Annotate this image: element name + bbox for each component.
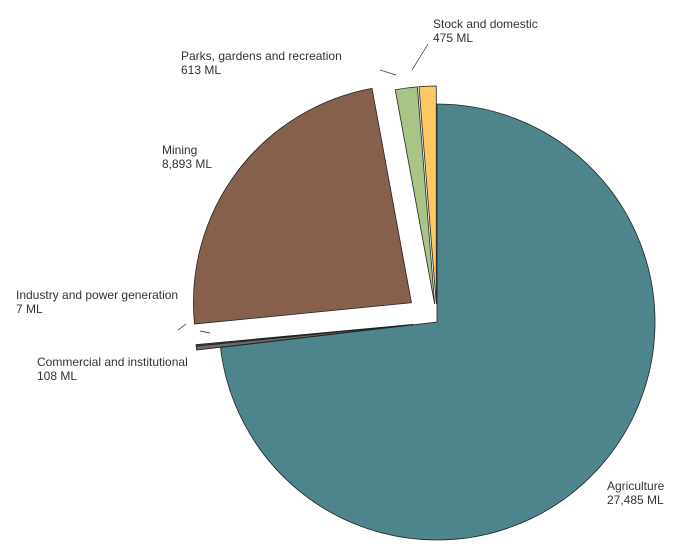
leader-line <box>199 330 211 334</box>
pie-slice-mining <box>193 87 412 325</box>
pie-slice-industry-and-power-generation <box>195 323 414 347</box>
slice-value-label: 27,485 ML <box>607 493 664 507</box>
leader-line <box>379 69 397 76</box>
slice-label: Agriculture <box>607 479 665 493</box>
slice-value-label: 8,893 ML <box>162 157 212 171</box>
slice-value-label: 7 ML <box>16 302 43 316</box>
slice-value-label: 108 ML <box>37 369 77 383</box>
pie-slice-agriculture <box>220 103 656 541</box>
slice-label: Industry and power generation <box>16 288 178 302</box>
slice-label: Stock and domestic <box>433 17 538 31</box>
pie-slice-stock-and-domestic <box>418 85 437 305</box>
slice-label: Mining <box>162 143 197 157</box>
slice-label: Parks, gardens and recreation <box>181 49 342 63</box>
leader-lines <box>177 43 429 334</box>
pie-slices <box>193 85 656 541</box>
leader-line <box>177 323 187 331</box>
slice-value-label: 613 ML <box>181 63 221 77</box>
slice-value-label: 475 ML <box>433 31 473 45</box>
pie-slice-parks-gardens-and-recreation <box>394 86 436 305</box>
slice-label: Commercial and institutional <box>37 355 188 369</box>
leader-line <box>411 43 429 71</box>
